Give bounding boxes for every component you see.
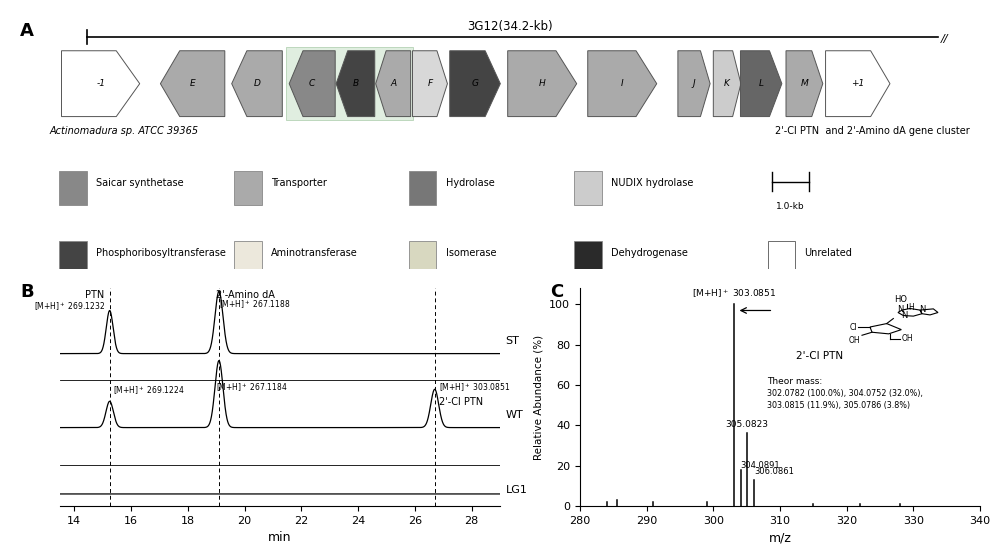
Text: OH: OH — [901, 335, 913, 343]
Text: Isomerase: Isomerase — [446, 248, 496, 257]
Text: [M+H]$^+$ 303.0851: [M+H]$^+$ 303.0851 — [439, 382, 511, 394]
Text: 306.0861: 306.0861 — [754, 467, 794, 475]
Text: Aminotransferase: Aminotransferase — [271, 248, 358, 257]
Bar — [59, 240, 87, 274]
Text: 305.0823: 305.0823 — [726, 421, 769, 429]
Text: Dehydrogenase: Dehydrogenase — [611, 248, 688, 257]
Text: K: K — [724, 79, 730, 88]
Bar — [286, 47, 413, 120]
Polygon shape — [376, 51, 411, 116]
Polygon shape — [232, 51, 282, 116]
X-axis label: m/z: m/z — [769, 531, 791, 544]
Text: //: // — [941, 34, 948, 45]
Text: 2'-Cl PTN: 2'-Cl PTN — [439, 397, 483, 407]
Polygon shape — [588, 51, 657, 116]
Text: I: I — [621, 79, 624, 88]
Text: ST: ST — [506, 336, 520, 345]
Polygon shape — [412, 51, 447, 116]
Text: B: B — [20, 283, 34, 301]
Bar — [234, 171, 262, 205]
Text: F: F — [427, 79, 433, 88]
Text: [M+H]$^+$ 267.1188: [M+H]$^+$ 267.1188 — [219, 298, 291, 311]
Text: 2'-Amino dA: 2'-Amino dA — [216, 290, 275, 300]
Polygon shape — [826, 51, 890, 116]
Text: OH: OH — [848, 336, 860, 345]
Bar — [768, 240, 795, 274]
Text: H: H — [908, 304, 914, 312]
Polygon shape — [336, 51, 375, 116]
Text: A: A — [390, 79, 396, 88]
Polygon shape — [740, 51, 782, 116]
Text: 3G12(34.2-kb): 3G12(34.2-kb) — [467, 20, 553, 33]
Text: C: C — [550, 283, 563, 301]
Text: Saicar synthetase: Saicar synthetase — [96, 178, 184, 188]
Text: 1.0-kb: 1.0-kb — [776, 202, 805, 211]
Text: J: J — [693, 79, 695, 88]
Text: Hydrolase: Hydrolase — [446, 178, 494, 188]
Bar — [574, 171, 602, 205]
Bar — [409, 240, 436, 274]
Text: NUDIX hydrolase: NUDIX hydrolase — [611, 178, 694, 188]
Polygon shape — [450, 51, 500, 116]
Polygon shape — [62, 51, 140, 116]
Text: Theor mass:: Theor mass: — [767, 377, 822, 386]
Text: 304.0891: 304.0891 — [741, 461, 780, 470]
Text: D: D — [254, 79, 260, 88]
Text: [M+H]$^+$ 303.0851: [M+H]$^+$ 303.0851 — [692, 288, 776, 300]
Text: PTN: PTN — [85, 290, 104, 300]
Text: 302.0782 (100.0%), 304.0752 (32.0%),: 302.0782 (100.0%), 304.0752 (32.0%), — [767, 389, 923, 398]
Text: 2'-Cl PTN: 2'-Cl PTN — [796, 351, 844, 361]
Text: 2'-Cl PTN  and 2'-Amino dA gene cluster: 2'-Cl PTN and 2'-Amino dA gene cluster — [775, 126, 970, 137]
Text: +1: +1 — [851, 79, 864, 88]
Text: Actinomadura sp. ATCC 39365: Actinomadura sp. ATCC 39365 — [50, 126, 199, 137]
Polygon shape — [713, 51, 741, 116]
Text: LG1: LG1 — [506, 485, 528, 494]
Polygon shape — [289, 51, 335, 116]
Text: C: C — [309, 79, 315, 88]
Text: G: G — [472, 79, 479, 88]
Text: N: N — [919, 305, 925, 314]
Y-axis label: Relative Abundance (%): Relative Abundance (%) — [534, 335, 544, 460]
Text: Unrelated: Unrelated — [804, 248, 852, 257]
Polygon shape — [160, 51, 225, 116]
Bar — [234, 240, 262, 274]
Text: L: L — [759, 79, 764, 88]
Text: [M+H]$^+$ 269.1224: [M+H]$^+$ 269.1224 — [113, 384, 184, 397]
Bar — [574, 240, 602, 274]
Polygon shape — [508, 51, 577, 116]
Text: [M+H]$^+$ 267.1184: [M+H]$^+$ 267.1184 — [216, 382, 288, 394]
X-axis label: min: min — [268, 531, 292, 544]
Polygon shape — [786, 51, 823, 116]
Text: [M+H]$^+$ 269.1232: [M+H]$^+$ 269.1232 — [34, 300, 105, 313]
Bar — [409, 171, 436, 205]
Text: N: N — [901, 311, 908, 320]
Text: A: A — [20, 22, 34, 40]
Text: H: H — [539, 79, 546, 88]
Text: -1: -1 — [96, 79, 105, 88]
Text: Phosphoribosyltransferase: Phosphoribosyltransferase — [96, 248, 226, 257]
Text: M: M — [801, 79, 808, 88]
Text: HO: HO — [894, 295, 907, 305]
Text: WT: WT — [506, 410, 523, 419]
Text: 303.0815 (11.9%), 305.0786 (3.8%): 303.0815 (11.9%), 305.0786 (3.8%) — [767, 401, 910, 410]
Text: Transporter: Transporter — [271, 178, 327, 188]
Text: Cl: Cl — [849, 323, 857, 331]
Text: B: B — [352, 79, 359, 88]
Text: N: N — [897, 305, 903, 314]
Text: E: E — [190, 79, 195, 88]
Polygon shape — [678, 51, 710, 116]
Bar — [59, 171, 87, 205]
